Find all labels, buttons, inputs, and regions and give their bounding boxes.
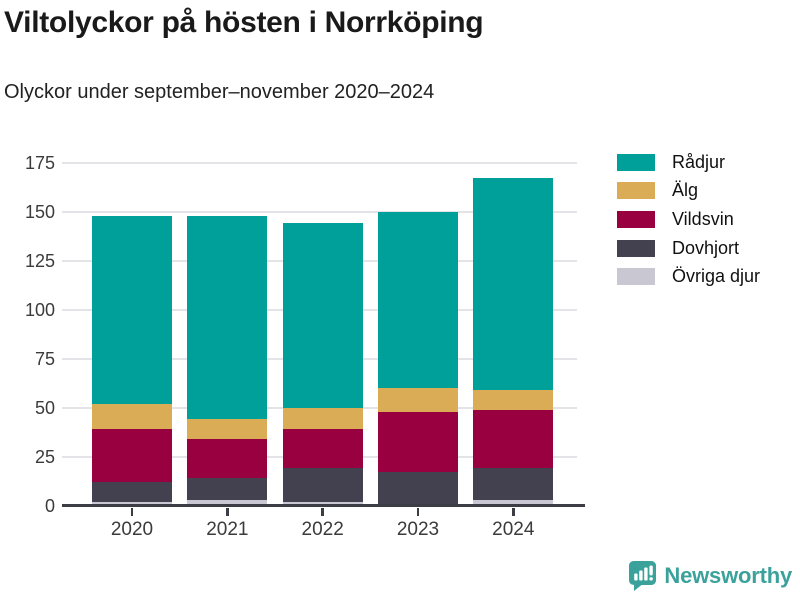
bar-segment-2022-Rådjur (282, 223, 363, 408)
chart-subtitle: Olyckor under september–november 2020–20… (4, 81, 435, 103)
legend-swatch (617, 153, 655, 171)
x-axis-label-2020: 2020 (110, 519, 154, 540)
legend-label: Övriga djur (672, 266, 761, 287)
bar-segment-2023-Älg (377, 388, 458, 412)
bar-segment-2020-Rådjur (92, 215, 172, 404)
bar-segment-2021-Dovhjort (187, 478, 268, 500)
bar-segment-2023-Rådjur (377, 211, 458, 389)
y-axis-tick-label: 100 (24, 299, 55, 320)
bar-segment-2020-Vildsvin (92, 429, 172, 483)
x-axis-tick-2022 (321, 507, 324, 516)
x-axis-tick-2020 (130, 507, 134, 516)
bar-segment-2022-Dovhjort (282, 468, 363, 502)
chart-title: Viltolyckor på hösten i Norrköping (4, 6, 484, 39)
legend-label: Rådjur (672, 151, 726, 172)
bar-segment-2021-Vildsvin (187, 439, 268, 479)
bar-segment-2020-Dovhjort (92, 482, 172, 502)
bar-segment-2021-Övriga djur (187, 499, 268, 506)
y-axis-tick-label: 50 (34, 397, 55, 418)
legend-swatch (617, 239, 655, 257)
bar-segment-2020-Övriga djur (92, 501, 172, 506)
bar-segment-2023-Vildsvin (377, 411, 458, 473)
bar-segment-2024-Vildsvin (473, 409, 554, 469)
brand-name: Newsworthy (664, 563, 792, 588)
bar-segment-2024-Rådjur (473, 178, 554, 391)
legend-label: Älg (672, 180, 699, 201)
y-axis-tick-label: 0 (44, 495, 55, 516)
x-axis-tick-2021 (226, 507, 229, 516)
x-axis-label-2021: 2021 (206, 519, 249, 540)
bar-segment-2022-Övriga djur (282, 501, 363, 506)
legend-item-Älg: Älg (617, 177, 760, 206)
newsworthy-logo-icon (629, 561, 657, 591)
x-axis-label-2022: 2022 (301, 519, 344, 540)
gridline-y-175 (62, 161, 577, 164)
x-axis-tick-2024 (512, 507, 515, 516)
legend-swatch (617, 210, 655, 228)
legend-swatch (617, 268, 655, 286)
gridline-y-150 (62, 210, 577, 213)
bar-segment-2022-Vildsvin (282, 429, 363, 469)
y-axis-tick-label: 75 (34, 348, 55, 369)
x-axis-label-2023: 2023 (396, 519, 440, 540)
bar-segment-2024-Övriga djur (473, 499, 554, 506)
legend-label: Dovhjort (672, 237, 740, 258)
legend-item-Vildsvin: Vildsvin (617, 205, 760, 234)
legend-item-Dovhjort: Dovhjort (617, 234, 760, 263)
chart-legend: Rådjur Älg Vildsvin Dovhjort Övriga djur (617, 148, 760, 291)
y-axis-tick-label: 175 (24, 152, 55, 173)
x-axis-label-2024: 2024 (492, 519, 535, 540)
bar-segment-2024-Älg (473, 390, 554, 410)
legend-swatch (617, 182, 655, 200)
y-axis-tick-label: 125 (24, 250, 55, 271)
brand-footer: Newsworthy (628, 560, 792, 592)
y-axis-tick-label: 25 (34, 446, 55, 467)
bar-segment-2022-Älg (282, 407, 363, 430)
bar-segment-2021-Älg (187, 419, 268, 440)
x-axis-line (62, 504, 585, 508)
legend-item-Övriga djur: Övriga djur (617, 262, 760, 291)
bar-segment-2024-Dovhjort (473, 468, 554, 500)
legend-item-Rådjur: Rådjur (617, 148, 760, 177)
y-axis-tick-label: 150 (24, 201, 55, 222)
bar-segment-2020-Älg (92, 403, 172, 430)
bar-segment-2023-Dovhjort (377, 472, 458, 504)
legend-label: Vildsvin (672, 208, 734, 229)
bar-segment-2021-Rådjur (187, 215, 268, 420)
x-axis-tick-2023 (416, 507, 420, 516)
